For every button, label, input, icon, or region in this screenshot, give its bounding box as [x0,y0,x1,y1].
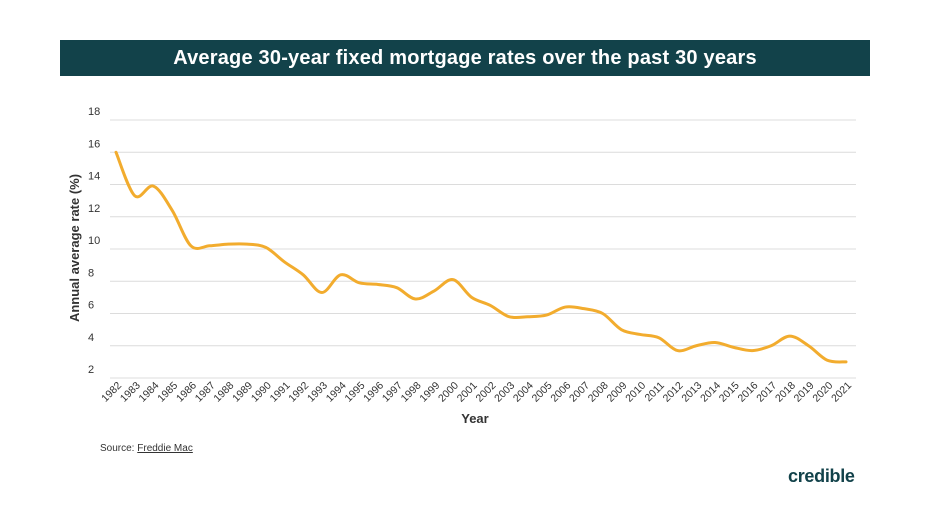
credible-logo: credible [788,466,855,486]
y-tick-label: 18 [88,106,100,118]
x-tick-label: 1988 [211,380,236,405]
x-tick-label: 2000 [436,380,461,405]
x-tick-label: 2008 [586,380,611,405]
x-tick-label: 2018 [773,380,798,405]
x-tick-label: 1997 [380,380,405,405]
x-tick-label: 1991 [268,380,293,405]
y-tick-label: 6 [88,300,94,312]
x-tick-label: 2015 [717,380,742,405]
y-tick-label: 16 [88,138,100,150]
x-tick-label: 2020 [810,380,835,405]
x-tick-label: 1982 [99,380,124,405]
x-tick-label: 2001 [455,380,480,405]
x-tick-label: 1984 [137,380,162,405]
x-tick-label: 2013 [679,380,704,405]
x-tick-label: 1992 [286,380,311,405]
x-tick-label: 1998 [399,380,424,405]
x-tick-label: 1989 [230,380,255,405]
x-tick-label: 1987 [193,380,218,405]
x-tick-label: 2021 [829,380,854,405]
series-line [114,150,848,364]
source-note: Source: Freddie Mac [100,443,193,454]
x-tick-label: 1996 [361,380,386,405]
x-tick-label: 1990 [249,380,274,405]
x-tick-label: 2011 [642,380,667,405]
x-tick-label: 1985 [155,380,180,405]
y-tick-label: 10 [88,235,100,247]
y-tick-label: 14 [88,171,100,183]
x-tick-label: 2006 [548,380,573,405]
x-tick-label: 1999 [417,380,442,405]
x-tick-label: 2005 [530,380,555,405]
x-tick-label: 1994 [324,380,349,405]
y-tick-label: 2 [88,364,94,376]
source-prefix: Source: [100,443,138,454]
x-tick-label: 2002 [473,380,498,405]
x-tick-label: 2019 [792,380,817,405]
gridlines [110,119,856,379]
x-axis-title: Year [461,411,488,426]
x-tick-label: 2007 [567,380,592,405]
x-tick-label: 2003 [492,380,517,405]
y-axis-ticks: 2 4 6 8 10 12 14 16 18 [88,106,100,376]
x-tick-label: 2012 [661,380,686,405]
chart-title: Average 30-year fixed mortgage rates ove… [60,40,870,76]
x-tick-label: 1986 [174,380,199,405]
x-tick-label: 1995 [342,380,367,405]
x-axis-ticks: 1982198319841985198619871988198919901991… [99,380,854,405]
x-tick-label: 1983 [118,380,143,405]
x-tick-label: 2017 [754,380,779,405]
x-tick-label: 2016 [736,380,761,405]
source-link[interactable]: Freddie Mac [137,443,193,454]
x-tick-label: 2004 [511,380,536,405]
y-tick-label: 4 [88,332,94,344]
x-tick-label: 2009 [605,380,630,405]
y-tick-label: 8 [88,267,94,279]
y-tick-label: 12 [88,203,100,215]
x-tick-label: 2014 [698,380,723,405]
x-tick-label: 1993 [305,380,330,405]
y-axis-title: Annual average rate (%) [67,174,82,322]
x-tick-label: 2010 [623,380,648,405]
